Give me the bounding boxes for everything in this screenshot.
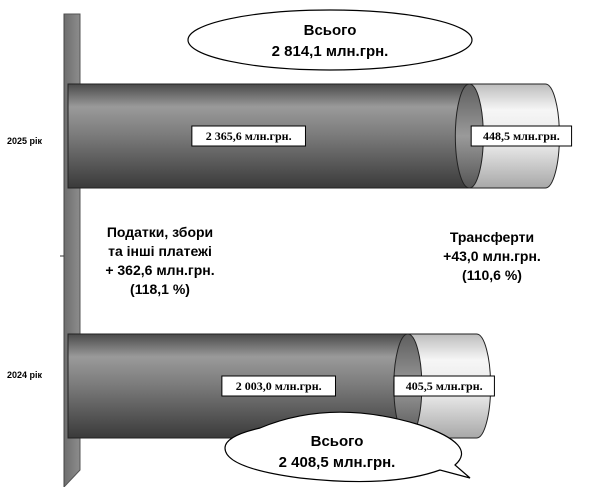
transfers-annotation: Трансферти +43,0 млн.грн. (110,6 %) xyxy=(443,229,541,283)
total-ellipse-2024 xyxy=(224,411,471,483)
transfers-line-2: +43,0 млн.грн. xyxy=(443,248,541,264)
segment-label-transfers-2024: 405,5 млн.грн. xyxy=(406,379,483,393)
total-line2-2025: 2 814,1 млн.грн. xyxy=(272,43,389,60)
transfers-line-1: Трансферти xyxy=(450,229,534,245)
taxes-line-3: + 362,6 млн.грн. xyxy=(105,262,214,278)
segment-label-box-taxes-2024 xyxy=(221,375,336,397)
segment-label-taxes-2024: 2 003,0 млн.грн. xyxy=(236,379,322,393)
segment-label-box-transfers-2025 xyxy=(470,125,573,147)
total-line1-2025: Всього xyxy=(304,22,357,39)
total-line1-2024: Всього xyxy=(311,433,364,450)
total-callout-2024: Всього 2 408,5 млн.грн. xyxy=(224,411,471,483)
taxes-annotation: Податки, збори та інші платежі + 362,6 м… xyxy=(105,224,214,297)
segment-label-taxes-2025: 2 365,6 млн.грн. xyxy=(206,129,292,143)
total-callout-2025: Всього 2 814,1 млн.грн. xyxy=(187,9,473,71)
segment-label-box-transfers-2024 xyxy=(393,375,495,397)
bar-joint-cap-2025 xyxy=(454,83,484,189)
taxes-line-4: (118,1 %) xyxy=(130,281,190,297)
segment-labels-group: 2 365,6 млн.грн. 448,5 млн.грн. 2 003,0 мл… xyxy=(191,125,573,397)
total-ellipse-2025 xyxy=(187,9,473,71)
category-label-2024: 2024 рік xyxy=(7,370,43,380)
segment-label-transfers-2025: 448,5 млн.грн. xyxy=(483,129,560,143)
segment-label-box-taxes-2025 xyxy=(191,125,306,147)
total-line2-2024: 2 408,5 млн.грн. xyxy=(279,454,396,471)
taxes-line-2: та інші платежі xyxy=(108,243,212,259)
transfers-line-3: (110,6 %) xyxy=(462,267,522,283)
taxes-line-1: Податки, збори xyxy=(107,224,213,240)
category-label-2025: 2025 рік xyxy=(7,136,43,146)
